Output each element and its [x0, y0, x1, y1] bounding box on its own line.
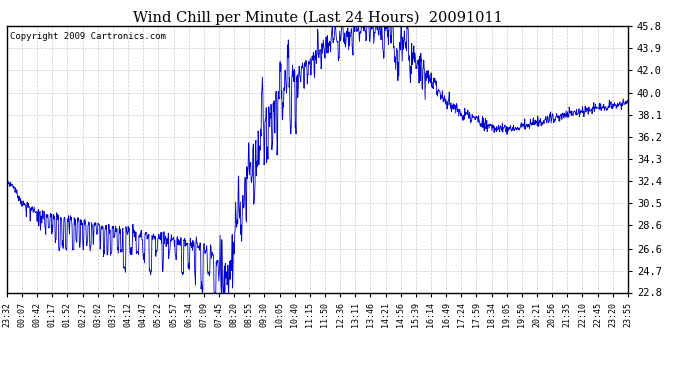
- Text: Copyright 2009 Cartronics.com: Copyright 2009 Cartronics.com: [10, 32, 166, 40]
- Title: Wind Chill per Minute (Last 24 Hours)  20091011: Wind Chill per Minute (Last 24 Hours) 20…: [132, 11, 502, 25]
